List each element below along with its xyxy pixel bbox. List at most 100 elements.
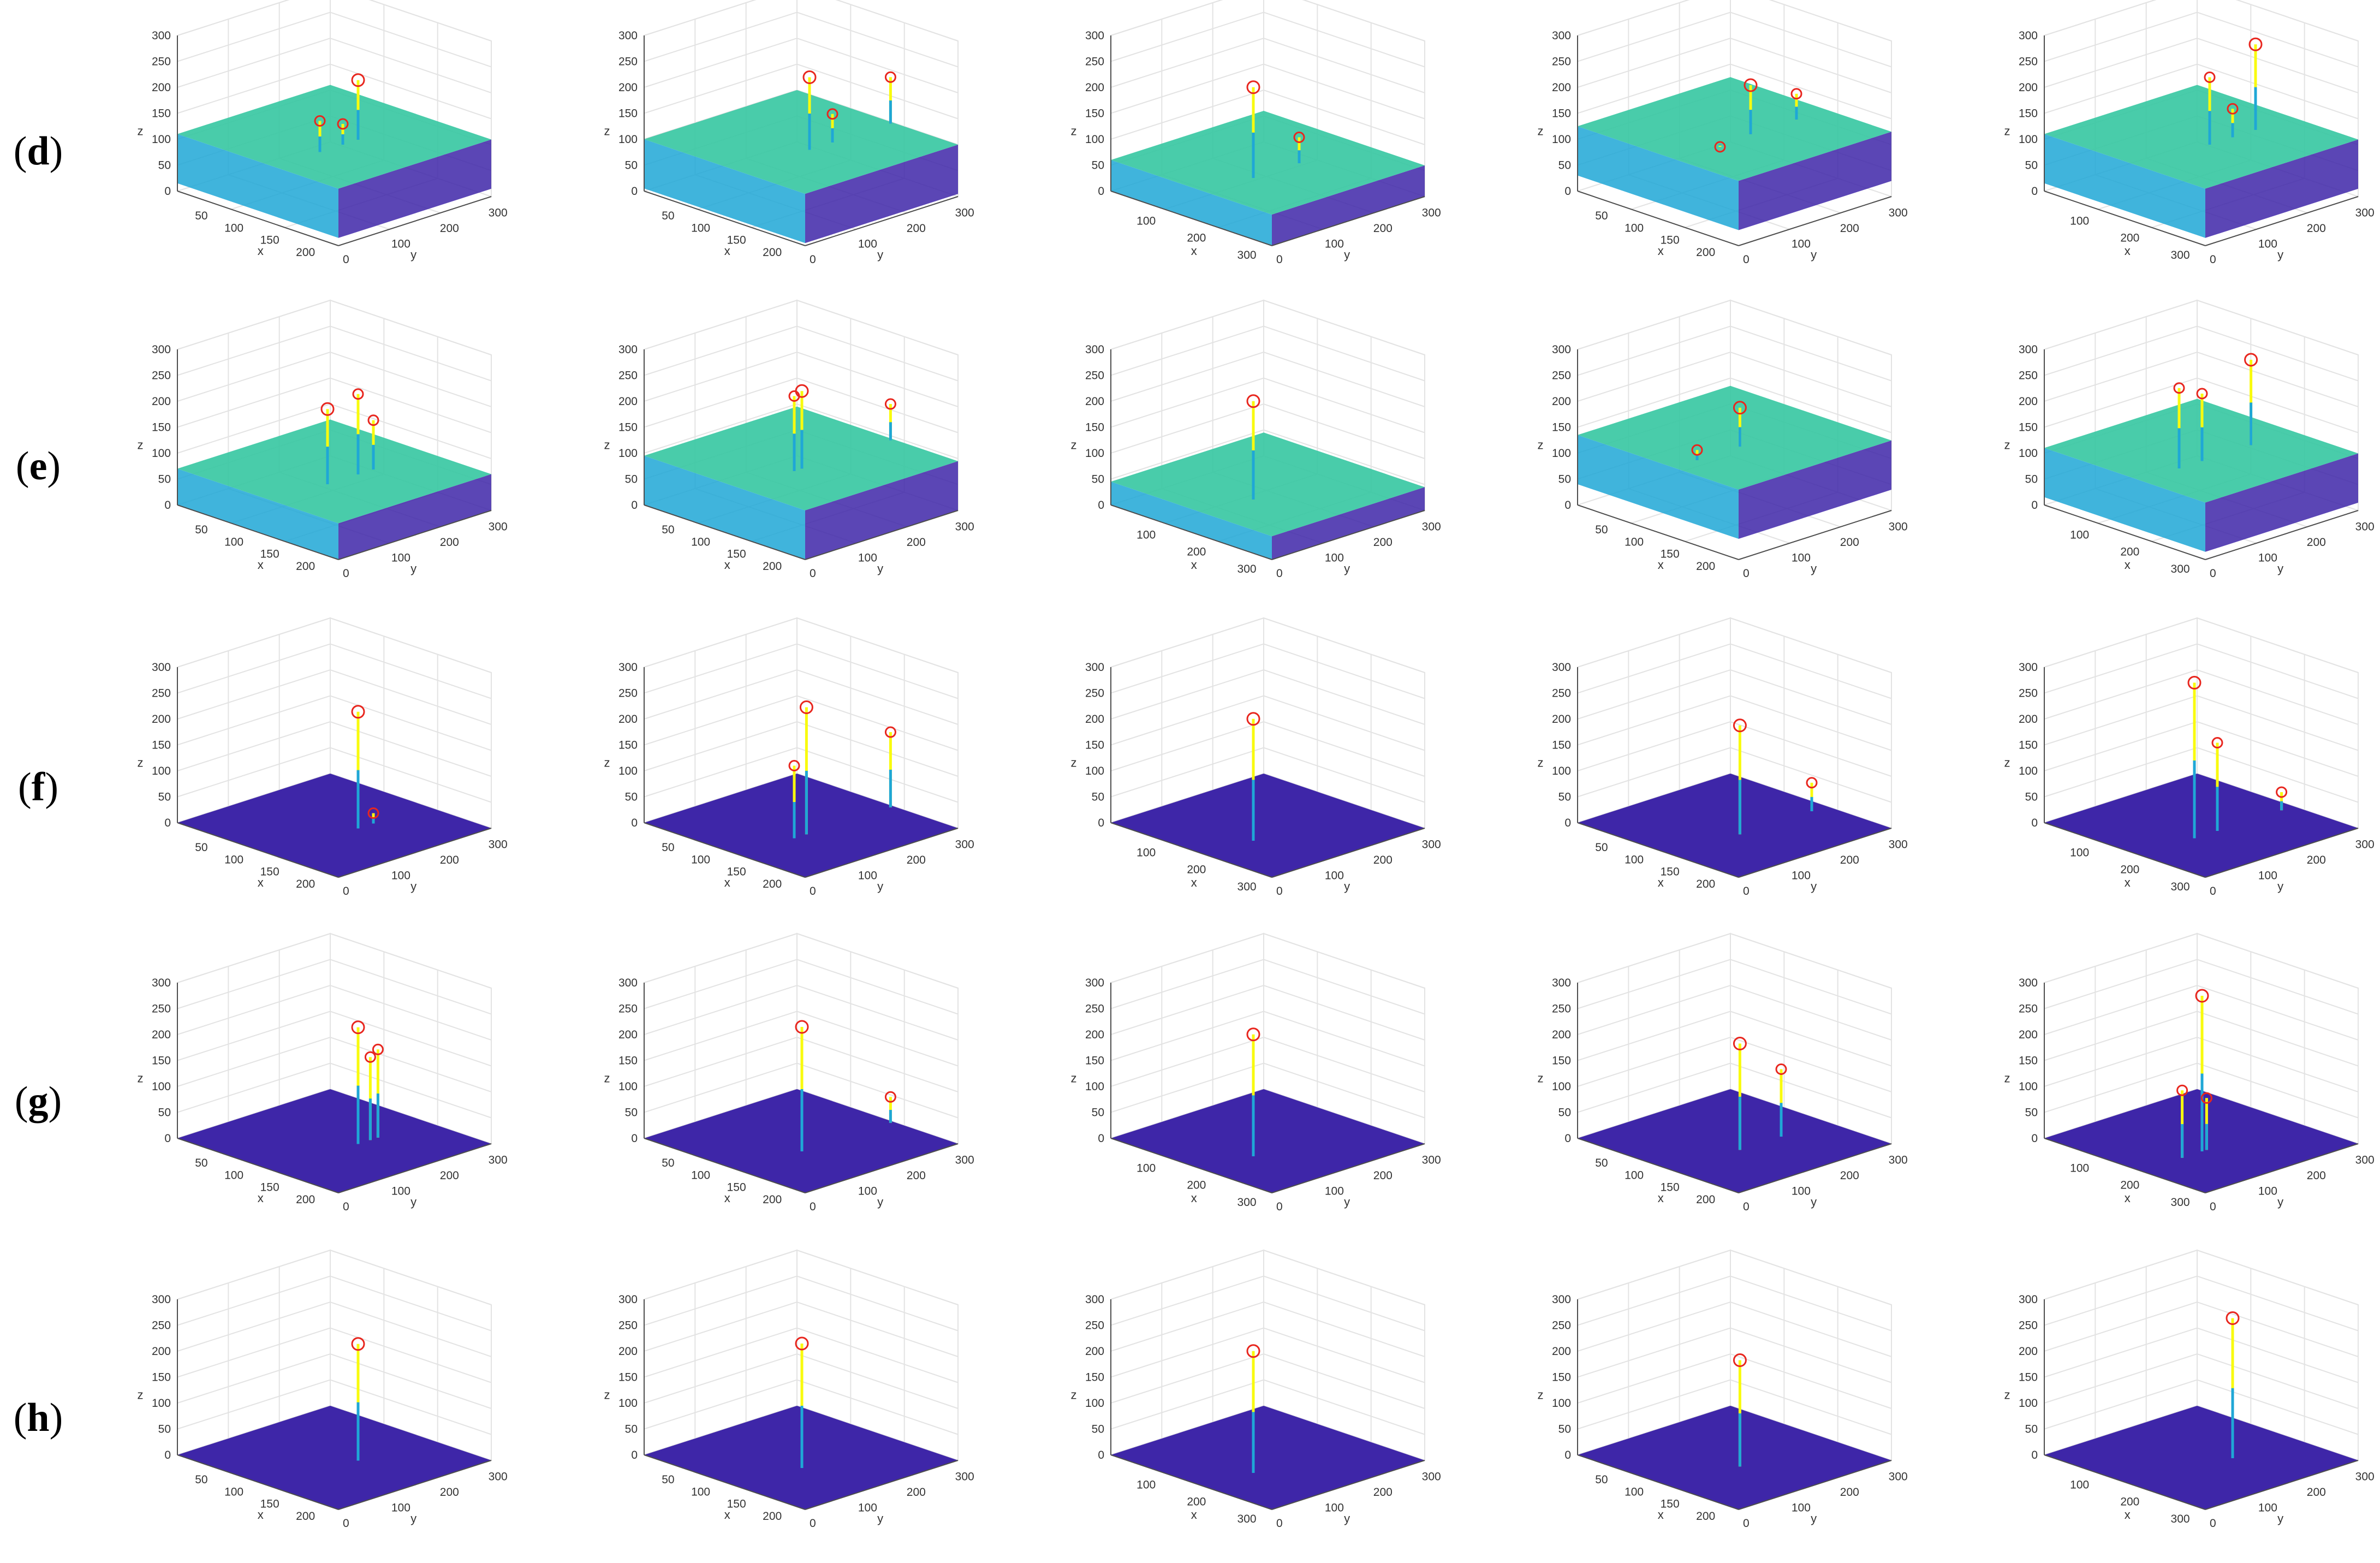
y-tick-label: 200 [907,1486,926,1499]
surface-side-right [805,145,958,243]
x-tick-label: 200 [1696,1510,1715,1523]
x-tick-label: 150 [260,1181,279,1194]
x-tick-label: 100 [1137,1162,1156,1174]
z-tick-label: 0 [164,1449,171,1461]
peak-marker [314,115,326,127]
peak-marker [1733,1037,1747,1051]
z-axis-label: z [1071,1388,1077,1402]
z-tick-label: 200 [1552,395,1571,408]
z-tick-label: 250 [618,1320,638,1332]
z-axis-label: z [604,1388,610,1402]
z-tick-label: 0 [164,817,171,829]
y-tick-label: 200 [440,1169,459,1182]
z-tick-label: 100 [1552,1080,1571,1093]
z-tick-label: 200 [2019,1345,2038,1358]
x-axis-label: x [1191,1191,1197,1205]
z-axis-label: z [138,438,144,452]
x-axis-line [644,1454,806,1510]
x-axis-label: x [1191,244,1197,258]
x-axis-line [2044,1454,2206,1510]
y-tick-label: 100 [391,551,410,564]
z-axis-label: z [1538,124,1544,138]
z-tick-label: 50 [158,159,171,172]
z-tick-label: 0 [1564,499,1571,512]
z-tick-label: 250 [618,370,638,382]
y-axis-label: y [877,879,883,893]
x-tick-label: 200 [296,1510,315,1523]
z-tick-label: 300 [1085,977,1104,989]
y-tick-label: 300 [955,1154,974,1166]
x-axis-label: x [724,244,730,258]
peak-marker [1246,80,1260,94]
z-axis-label: z [1538,1388,1544,1402]
y-tick-label: 100 [2258,1185,2277,1197]
z-tick-label: 200 [1085,713,1104,726]
x-axis-label: x [2125,558,2131,572]
x-axis-label: x [1658,1191,1664,1205]
subplot-h-2: 0 50 100 150 200 250 300 z 50 100 150 200 x 0 100 200 30… [604,1249,974,1530]
z-tick-label: 300 [1085,343,1104,356]
peak-marker [1733,401,1747,415]
y-tick-label: 300 [2355,1470,2375,1483]
peak-marker [337,118,349,130]
z-axis-label: z [1071,124,1077,138]
z-axis-label: z [2004,438,2010,452]
z-tick-label: 50 [1558,473,1571,486]
surface-side-left [644,139,805,243]
x-tick-label: 100 [2070,1478,2089,1491]
x-tick-label: 50 [195,210,207,222]
z-axis-label: z [2004,1072,2010,1085]
z-tick-label: 100 [1085,1080,1104,1093]
peak-marker [799,700,813,715]
y-tick-label: 100 [2258,551,2277,564]
x-tick-label: 300 [1237,563,1257,575]
peak-marker [2187,676,2202,690]
y-axis-label: y [410,562,416,575]
z-tick-label: 150 [2019,739,2038,752]
x-axis-label: x [1658,558,1664,572]
x-tick-label: 150 [727,866,746,878]
y-axis-label: y [877,1195,883,1209]
z-tick-label: 250 [152,370,171,382]
x-tick-label: 300 [1237,249,1257,262]
z-tick-label: 250 [1552,370,1571,382]
z-tick-label: 0 [631,499,638,512]
z-tick-label: 200 [618,395,638,408]
row-label-e: (e) [15,444,61,489]
z-tick-label: 50 [158,791,171,804]
x-tick-label: 50 [195,841,207,854]
surface-side-left [2044,448,2205,552]
z-tick-label: 50 [625,1107,638,1119]
z-tick-label: 0 [631,185,638,198]
z-tick-label: 0 [1564,185,1571,198]
z-tick-label: 300 [152,661,171,674]
x-tick-label: 100 [2070,846,2089,859]
peak-marker [367,414,379,426]
x-tick-label: 200 [1187,1179,1206,1192]
x-tick-label: 100 [224,1485,243,1498]
surface-side-left [177,468,338,560]
y-axis-line [338,196,492,246]
y-tick-label: 100 [1325,1501,1344,1514]
y-axis-label: y [410,248,416,262]
y-tick-label: 200 [2307,1486,2326,1499]
x-tick-label: 150 [1661,866,1680,878]
peak-marker [788,390,800,402]
z-tick-label: 100 [618,447,638,460]
x-axis-label: x [724,1508,730,1522]
z-axis-label: z [604,438,610,452]
y-axis-line [2205,1143,2359,1193]
x-axis-label: x [258,558,264,572]
surface-floor [2044,774,2358,877]
x-tick-label: 200 [296,878,315,890]
y-tick-label: 200 [2307,854,2326,866]
z-tick-label: 300 [1085,661,1104,674]
z-tick-label: 250 [1085,1003,1104,1015]
y-tick-label: 300 [955,1470,974,1483]
y-tick-label: 200 [907,854,926,866]
y-tick-label: 200 [2307,536,2326,549]
y-tick-label: 0 [1276,1201,1283,1213]
x-tick-label: 100 [691,536,710,548]
z-tick-label: 150 [152,1055,171,1067]
x-axis-label: x [2125,1191,2131,1205]
